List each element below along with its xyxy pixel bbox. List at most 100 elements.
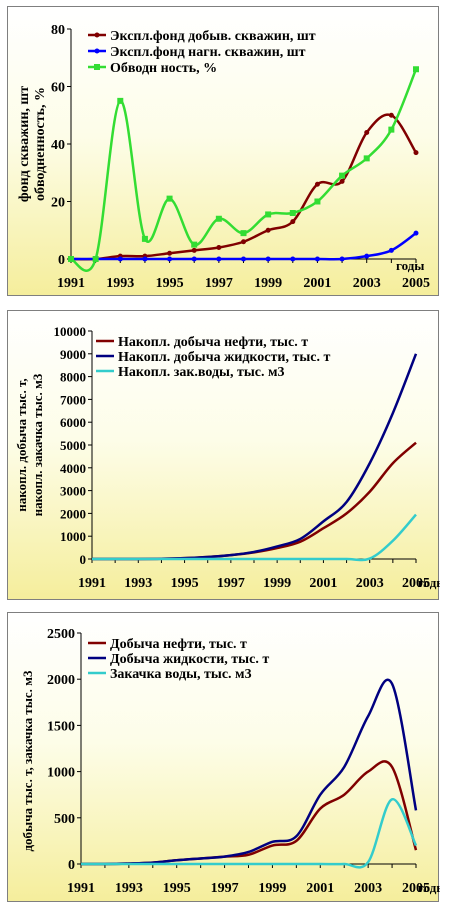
x-tick-label: 1993 [115, 881, 143, 896]
data-point [339, 178, 345, 184]
legend-label: Экспл.фонд добыв. скважин, шт [110, 29, 316, 44]
series-line-1 [92, 441, 417, 561]
y-tick-label: 2500 [47, 627, 75, 642]
data-point [167, 250, 173, 256]
data-point [117, 97, 124, 104]
data-point [339, 256, 345, 262]
x-tick-label: 1995 [156, 276, 184, 291]
chart-panel-cumulative: 0 1000 2000 3000 4000 5000 6000 7000 8000 9000 100… [7, 310, 440, 600]
series-line-1 [80, 760, 418, 866]
y-axis-label: добыча тыс. т, закачка тыс. м3 [20, 670, 35, 852]
legend-label: Накопл. добыча нефти, тыс. т [118, 335, 308, 350]
data-point [167, 256, 173, 262]
y-tick-label: 4000 [60, 461, 86, 476]
x-tick-label: 1995 [171, 576, 199, 591]
data-point [166, 195, 173, 202]
y-tick-label: 2000 [47, 673, 75, 688]
y-tick-label: 8000 [60, 370, 86, 385]
legend-marker [94, 48, 100, 54]
data-point [388, 126, 395, 133]
y-tick-label: 80 [51, 23, 65, 38]
data-point [265, 211, 272, 218]
x-tick-label: 1991 [67, 881, 95, 896]
data-point [314, 198, 321, 205]
data-point [68, 256, 74, 262]
y-tick-label: 3000 [60, 484, 86, 499]
data-point [314, 256, 320, 262]
y-tick-label: 0 [68, 858, 75, 873]
x-tick-label: 2005 [402, 881, 430, 896]
data-point [141, 235, 148, 242]
data-point [290, 219, 296, 225]
y-tick-label: 60 [51, 81, 65, 96]
y-tick-label: 40 [51, 138, 65, 153]
legend-label: Добыча жидкости, тыс. т [110, 652, 269, 667]
data-point [241, 239, 246, 245]
x-tick-label: 1993 [106, 276, 134, 291]
data-point [388, 247, 394, 253]
chart-panel-wells: 0 20 40 60 80 1991 1993 1995 1997 1999 2001 2003 200… [7, 6, 439, 296]
x-tick-label: 1999 [254, 276, 282, 291]
data-point [117, 256, 123, 262]
data-point [388, 112, 394, 118]
data-point [413, 150, 419, 156]
legend-label: Экспл.фонд нагн. скважин, шт [110, 45, 306, 60]
data-point [191, 241, 198, 248]
x-tick-label: 2003 [356, 576, 384, 591]
x-tick-label: 2001 [303, 276, 331, 291]
y-tick-label: 0 [80, 552, 87, 567]
data-point [142, 256, 148, 262]
chart-annual: 0 500 1000 1500 2000 2500 1991 1993 1995 1997 1999… [20, 627, 440, 896]
y-tick-label: 5000 [60, 438, 86, 453]
y-tick-label: 2000 [60, 506, 86, 521]
x-tick-label: 1991 [57, 276, 85, 291]
x-tick-label: 2003 [354, 881, 382, 896]
legend-label: Накопл. добыча жидкости, тыс. т [118, 350, 330, 365]
data-point [191, 247, 197, 253]
data-point [290, 256, 296, 262]
legend-label: Накопл. зак.воды, тыс. м3 [118, 365, 285, 380]
x-tick-label: 2003 [353, 276, 381, 291]
data-point [191, 256, 197, 262]
chart-cumulative: 0 1000 2000 3000 4000 5000 6000 7000 8000 9000 100… [14, 324, 440, 591]
legend-marker [94, 32, 100, 38]
data-point [314, 181, 320, 187]
y-tick-label: 10000 [54, 324, 87, 339]
series-line-3 [81, 798, 418, 869]
series-line-1 [70, 113, 418, 261]
y-tick-label: 1000 [60, 529, 86, 544]
legend-marker [94, 64, 100, 70]
series-line-2 [92, 353, 418, 561]
data-point [265, 256, 271, 262]
y-tick-label: 1500 [47, 719, 75, 734]
x-tick-label: 1991 [78, 576, 106, 591]
y-axis-label: накопл. добыча тыс. т,накопл. закачка ты… [14, 373, 45, 516]
x-tick-label: 2001 [309, 576, 337, 591]
x-tick-label: 1993 [124, 576, 152, 591]
data-point [215, 215, 222, 222]
x-tick-label: 1999 [258, 881, 286, 896]
y-tick-label: 6000 [60, 415, 86, 430]
x-axis-label: годы [418, 880, 440, 895]
data-point [241, 256, 246, 262]
y-tick-label: 500 [54, 812, 75, 827]
chart-panel-annual: 0 500 1000 1500 2000 2500 1991 1993 1995 1997 1999… [7, 612, 440, 902]
data-point [265, 227, 271, 233]
x-tick-label: 1997 [211, 881, 239, 896]
data-point [413, 66, 419, 73]
data-point [364, 253, 370, 259]
data-point [240, 230, 247, 237]
y-tick-label: 9000 [60, 347, 86, 362]
chart-wells: 0 20 40 60 80 1991 1993 1995 1997 1999 2001 2003 200… [17, 23, 430, 291]
series-line-3 [92, 513, 417, 562]
data-point [413, 230, 419, 236]
x-axis-label: годы [396, 258, 424, 273]
data-point [363, 155, 370, 162]
data-point [92, 256, 99, 262]
y-axis-label: фонд скважин, штобводненность, % [17, 86, 48, 202]
legend-label: Добыча нефти, тыс. т [110, 637, 247, 652]
x-tick-label: 2005 [402, 576, 430, 591]
x-tick-label: 1995 [163, 881, 191, 896]
data-point [289, 210, 296, 216]
x-tick-label: 1999 [263, 576, 291, 591]
